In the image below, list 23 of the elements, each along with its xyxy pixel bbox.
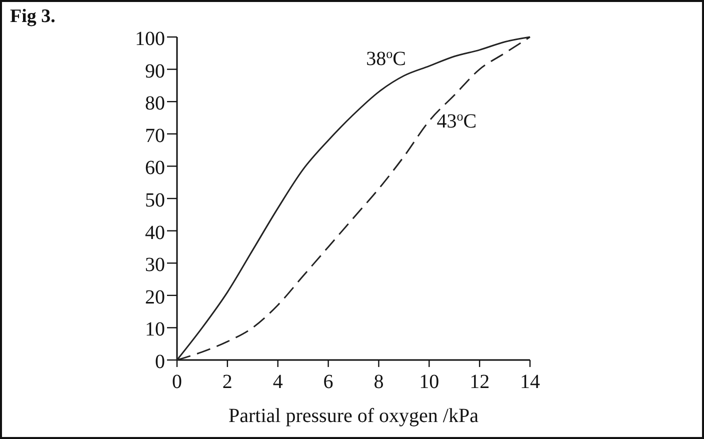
x-axis-title: Partial pressure of oxygen /kPa bbox=[228, 405, 479, 427]
x-tick-label: 12 bbox=[470, 371, 490, 393]
y-tick-label: 80 bbox=[145, 92, 165, 115]
y-tick-label: 20 bbox=[145, 286, 165, 308]
x-tick-label: 8 bbox=[374, 371, 384, 393]
y-tick-label: 0 bbox=[155, 351, 165, 373]
series-label: 38$^{o}$C bbox=[366, 46, 406, 70]
y-tick-label: 90 bbox=[145, 60, 165, 82]
x-tick-label: 6 bbox=[323, 371, 334, 393]
x-tick-label: 14 bbox=[520, 371, 540, 393]
y-tick-label: 70 bbox=[145, 124, 165, 147]
series-label: 43$^{o}$C bbox=[436, 108, 477, 132]
y-tick-label: 50 bbox=[145, 190, 165, 212]
chart-title: Fig 3. bbox=[10, 6, 56, 27]
y-tick-label: 40 bbox=[145, 222, 165, 244]
x-tick-label: 10 bbox=[419, 371, 440, 393]
y-tick-label: 30 bbox=[145, 254, 165, 276]
x-tick-label: 0 bbox=[172, 371, 182, 393]
x-tick-label: 4 bbox=[272, 371, 283, 393]
y-tick-label: 10 bbox=[145, 318, 165, 341]
y-tick-label: 100 bbox=[135, 28, 165, 50]
y-tick-label: 60 bbox=[145, 157, 165, 180]
x-tick-label: 2 bbox=[222, 371, 232, 393]
